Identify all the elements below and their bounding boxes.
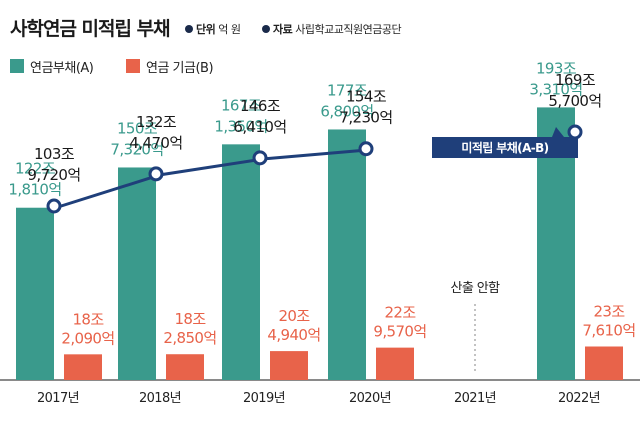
line-point-unfunded <box>148 166 164 182</box>
bar-liability <box>118 167 156 380</box>
data-label-fund: 23조 <box>593 302 625 320</box>
data-label-fund: 22조 <box>384 304 416 322</box>
data-label-unfunded: 6,410억 <box>233 118 286 136</box>
data-label-liability: 167조 <box>221 96 262 114</box>
line-point-unfunded <box>252 150 268 166</box>
bar-fund <box>64 354 102 380</box>
data-label-liability: 1,810억 <box>8 181 61 199</box>
data-label-liability: 6,800억 <box>320 102 373 120</box>
legend-item-fund: 연금 기금(B) <box>126 56 214 76</box>
data-label-fund: 7,610억 <box>582 321 635 339</box>
data-label-unfunded: 7,230억 <box>339 109 392 127</box>
data-label-unfunded: 169조 <box>555 71 596 89</box>
data-label-unfunded: 9,720억 <box>27 166 80 184</box>
data-label-liability: 193조 <box>536 59 577 77</box>
data-label-liability: 3,310억 <box>529 80 582 98</box>
legend-swatch-liability <box>10 59 24 73</box>
legend-swatch-fund <box>126 59 140 73</box>
bar-fund <box>270 351 308 380</box>
data-label-liability: 177조 <box>327 81 368 99</box>
data-label-unfunded: 103조 <box>34 145 75 163</box>
source-label: 자료 <box>273 23 293 36</box>
unit-label: 단위 <box>196 23 216 36</box>
data-label-liability: 122조 <box>15 160 56 178</box>
data-label-fund: 18조 <box>174 310 206 328</box>
bar-liability <box>222 144 260 380</box>
data-label-fund: 4,940억 <box>267 326 320 344</box>
bullet-icon <box>185 25 193 33</box>
bar-liability <box>16 207 54 380</box>
bar-fund <box>585 346 623 380</box>
annotation-not-calculated: 산출 안함 <box>451 281 501 296</box>
legend-item-liability: 연금부채(A) <box>10 56 94 76</box>
data-label-unfunded: 5,700억 <box>548 92 601 110</box>
data-label-fund: 2,090억 <box>61 329 114 347</box>
bar-fund <box>166 354 204 380</box>
x-tick-label: 2017년 <box>37 391 79 406</box>
data-label-unfunded: 132조 <box>136 113 177 131</box>
x-tick-label: 2020년 <box>349 391 391 406</box>
line-point-unfunded <box>358 141 374 157</box>
bar-fund <box>376 347 414 380</box>
callout-box <box>432 127 578 158</box>
data-label-unfunded: 4,470억 <box>129 134 182 152</box>
legend-label-liability: 연금부채(A) <box>30 60 94 76</box>
data-label-liability: 1,350억 <box>214 117 267 135</box>
line-point-unfunded <box>567 124 583 140</box>
data-label-fund: 18조 <box>72 310 104 328</box>
data-label-fund: 9,570억 <box>373 323 426 341</box>
x-tick-label: 2021년 <box>454 391 496 406</box>
source-note: 자료 사립학교교직원연금공단 <box>262 21 402 37</box>
data-label-fund: 2,850억 <box>163 329 216 347</box>
data-label-unfunded: 146조 <box>240 97 281 115</box>
data-label-fund: 20조 <box>278 307 310 325</box>
line-point-unfunded <box>46 198 62 214</box>
x-tick-label: 2022년 <box>558 391 600 406</box>
chart-title: 사학연금 미적립 부채 <box>10 18 171 40</box>
x-tick-label: 2019년 <box>243 391 285 406</box>
x-tick-label: 2018년 <box>139 391 181 406</box>
data-label-liability: 7,320억 <box>110 140 163 158</box>
callout-label: 미적립 부채(A-B) <box>461 140 548 155</box>
data-label-liability: 150조 <box>117 119 158 137</box>
source-value: 사립학교교직원연금공단 <box>295 23 402 36</box>
bullet-icon <box>262 25 270 33</box>
data-label-unfunded: 154조 <box>346 88 387 106</box>
unit-note: 단위 억 원 <box>185 21 241 37</box>
unit-value: 억 원 <box>218 23 241 36</box>
bar-liability <box>328 129 366 380</box>
series-line-unfunded <box>57 148 371 209</box>
legend-label-fund: 연금 기금(B) <box>146 60 214 76</box>
